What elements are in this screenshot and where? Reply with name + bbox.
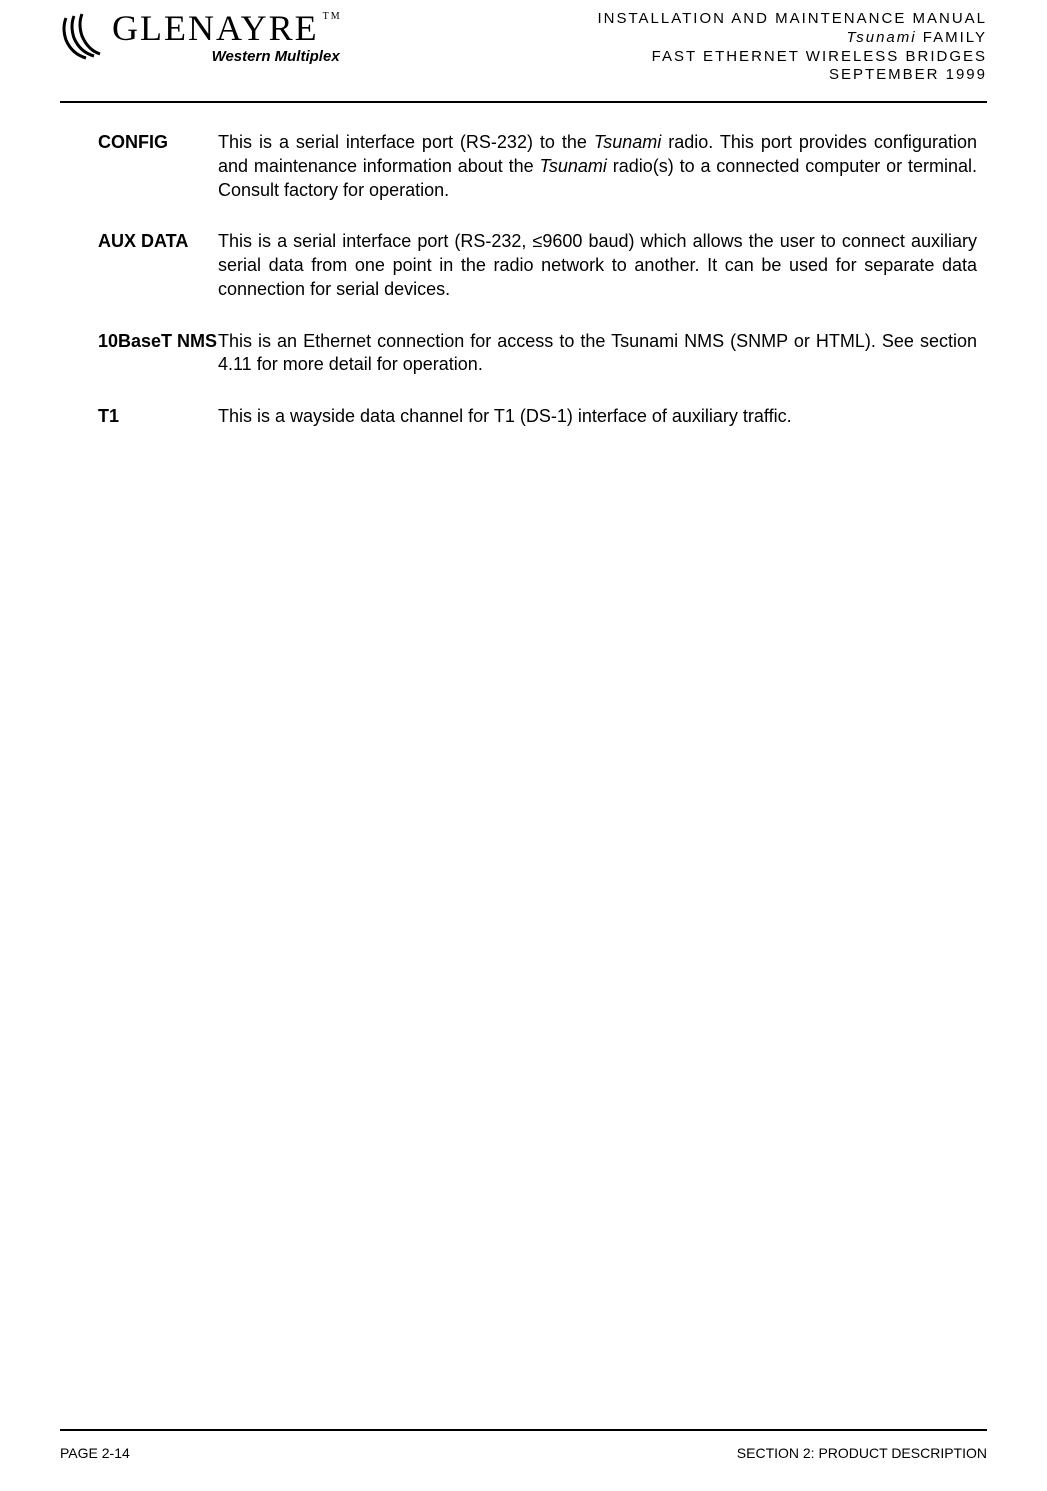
logo-wordmark-text: GLENAYRE	[112, 10, 319, 46]
content: CONFIGThis is a serial interface port (R…	[60, 131, 987, 429]
header-line-3: FAST ETHERNET WIRELESS BRIDGES	[598, 48, 988, 67]
definition-row: T1This is a wayside data channel for T1 …	[98, 405, 977, 429]
footer-rule	[60, 1429, 987, 1431]
definition-row: AUX DATAThis is a serial interface port …	[98, 230, 977, 301]
definition-desc-emphasis: Tsunami	[539, 156, 606, 176]
logo-text: GLENAYRE TM Western Multiplex	[112, 10, 342, 65]
definition-desc: This is a wayside data channel for T1 (D…	[218, 405, 808, 429]
definition-term: T1	[98, 405, 218, 428]
definition-desc: This is a serial interface port (RS-232,…	[218, 230, 977, 301]
header-line-2-italic: Tsunami	[846, 29, 916, 46]
page-header: GLENAYRE TM Western Multiplex INSTALLATI…	[60, 10, 987, 85]
page: GLENAYRE TM Western Multiplex INSTALLATI…	[0, 0, 1047, 1491]
definition-row: CONFIGThis is a serial interface port (R…	[98, 131, 977, 202]
logo-icon	[60, 10, 102, 60]
logo-trademark: TM	[323, 12, 342, 22]
definition-term: AUX DATA	[98, 230, 218, 253]
footer-left: PAGE 2-14	[60, 1445, 130, 1461]
footer-row: PAGE 2-14 SECTION 2: PRODUCT DESCRIPTION	[60, 1445, 987, 1461]
definition-desc-text: This is a wayside data channel for T1 (D…	[218, 406, 792, 426]
header-right: INSTALLATION AND MAINTENANCE MANUAL Tsun…	[598, 10, 988, 85]
definition-term: 10BaseT NMS	[98, 330, 218, 353]
definition-desc: This is an Ethernet connection for acces…	[218, 330, 977, 378]
logo: GLENAYRE TM Western Multiplex	[60, 10, 342, 65]
logo-wordmark: GLENAYRE TM	[112, 10, 342, 46]
header-line-4: SEPTEMBER 1999	[598, 66, 988, 85]
definition-desc-text: This is an Ethernet connection for acces…	[218, 331, 977, 375]
header-rule	[60, 101, 987, 103]
footer-right: SECTION 2: PRODUCT DESCRIPTION	[737, 1445, 987, 1461]
header-line-1: INSTALLATION AND MAINTENANCE MANUAL	[598, 10, 988, 29]
definition-desc: This is a serial interface port (RS-232)…	[218, 131, 977, 202]
definition-term: CONFIG	[98, 131, 218, 154]
definition-desc-text: This is a serial interface port (RS-232,…	[218, 231, 977, 299]
page-footer: PAGE 2-14 SECTION 2: PRODUCT DESCRIPTION	[60, 1429, 987, 1461]
header-line-2: Tsunami FAMILY	[598, 29, 988, 48]
definition-desc-emphasis: Tsunami	[594, 132, 661, 152]
header-line-2-rest: FAMILY	[917, 29, 987, 46]
definition-row: 10BaseT NMSThis is an Ethernet connectio…	[98, 330, 977, 378]
logo-subline: Western Multiplex	[112, 48, 342, 65]
definition-desc-text: This is a serial interface port (RS-232)…	[218, 132, 594, 152]
